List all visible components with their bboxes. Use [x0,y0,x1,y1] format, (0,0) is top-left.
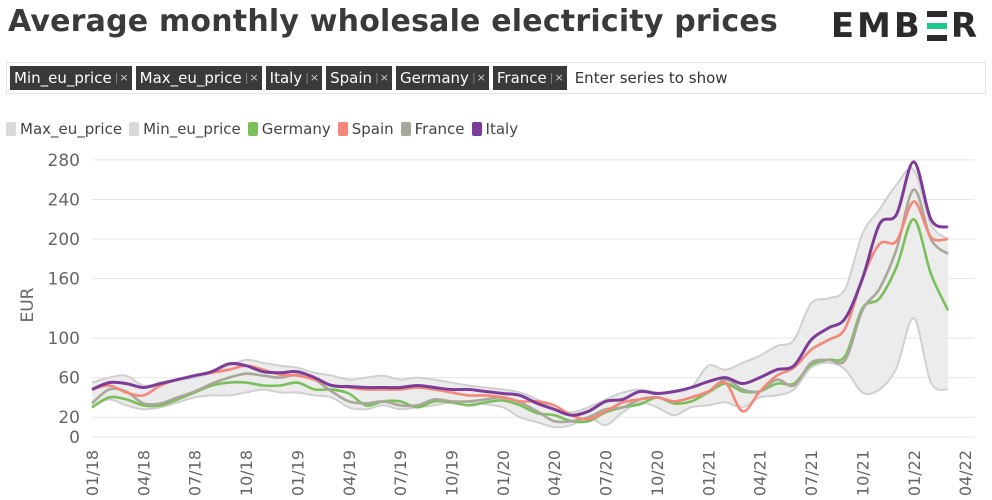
legend-swatch [471,122,482,136]
series-chip-max-eu-price[interactable]: Max_eu_price× [135,66,262,90]
series-chip-france[interactable]: France× [492,66,567,90]
legend-item-spain[interactable]: Spain [337,120,394,138]
series-chip-label: Italy [269,69,303,87]
y-tick-label: 20 [58,408,80,428]
x-tick-label: 04/18 [134,450,153,496]
series-line-germany [91,217,950,424]
y-tick-label: 60 [58,369,80,389]
legend-label: Max_eu_price [20,120,123,138]
logo-text-r: R [950,6,980,46]
series-chip-label: France [496,69,547,87]
x-tick-label: 04/21 [751,450,770,496]
legend-item-france[interactable]: France [400,120,465,138]
series-line-france [91,188,949,424]
ember-logo[interactable]: EMB R [831,6,980,46]
page-title: Average monthly wholesale electricity pr… [8,4,778,39]
x-tick-label: 01/22 [905,450,924,496]
x-tick-label: 10/21 [853,450,872,496]
eu-price-band [91,167,949,429]
series-chip-label: Germany [399,69,469,87]
chip-close-icon[interactable]: × [375,66,389,90]
grid-lines [92,159,975,438]
legend-swatch [400,122,411,136]
legend-item-min-eu-price[interactable]: Min_eu_price [129,120,241,138]
y-tick-label: 200 [48,230,80,250]
logo-e-glyph [926,11,947,41]
legend-label: Italy [485,120,519,138]
x-tick-label: 07/20 [597,450,616,496]
x-tick-label: 04/19 [340,450,359,496]
series-line-min-eu-price [91,317,949,429]
chip-close-icon[interactable]: × [115,66,128,90]
chart-legend: Max_eu_price Min_eu_price Germany Spain Fran… [6,120,525,138]
series-line-max-eu-price [91,167,949,414]
legend-swatch [247,122,258,136]
series-line-spain [91,200,949,421]
logo-text-em: EMB [830,6,923,46]
chip-close-icon[interactable]: × [550,66,563,90]
legend-swatch [337,122,348,136]
legend-label: Germany [261,120,331,138]
series-chip-list: Min_eu_price×Max_eu_price×Italy×Spain×Ge… [10,66,571,90]
series-lines [91,160,950,424]
legend-item-max-eu-price[interactable]: Max_eu_price [6,120,122,138]
y-tick-label: 0 [69,428,80,448]
series-line-italy [91,160,949,417]
series-chip-germany[interactable]: Germany× [395,66,489,90]
series-chip-italy[interactable]: Italy× [265,66,323,90]
x-tick-label: 04/20 [545,450,564,496]
y-axis: 020 60 100 160 200 240 280 [48,151,80,448]
x-tick-label: 01/18 [83,450,102,496]
legend-swatch [6,122,16,136]
eu-price-range-area [92,168,948,428]
series-chip-label: Min_eu_price [14,69,112,87]
chip-close-icon[interactable]: × [472,66,486,90]
legend-item-germany[interactable]: Germany [247,120,331,138]
x-tick-label: 10/19 [443,450,462,496]
legend-label: Spain [351,120,394,138]
x-tick-label: 01/20 [494,450,513,496]
x-axis: 01/18 04/18 07/18 10/18 01/19 04/19 07/19 10/19… [83,450,975,496]
series-chip-min-eu-price[interactable]: Min_eu_price× [10,66,132,90]
x-tick-label: 04/22 [956,450,975,496]
x-tick-label: 07/21 [802,450,821,496]
y-tick-label: 160 [48,270,80,290]
series-chip-label: Spain [330,69,373,87]
legend-item-italy[interactable]: Italy [471,120,519,138]
x-tick-label: 07/19 [391,450,410,496]
series-search-input[interactable] [572,68,877,88]
series-selector[interactable]: Min_eu_price×Max_eu_price×Italy×Spain×Ge… [6,62,986,94]
y-tick-label: 280 [48,151,80,171]
y-axis-label: EUR [18,287,38,322]
x-tick-label: 01/21 [699,450,718,496]
x-tick-label: 10/18 [237,450,256,496]
x-tick-label: 10/20 [648,450,667,496]
y-tick-label: 100 [48,329,80,349]
legend-swatch [129,122,140,136]
chip-close-icon[interactable]: × [245,66,258,90]
series-chip-label: Max_eu_price [139,69,242,87]
chip-close-icon[interactable]: × [305,66,319,90]
x-tick-label: 07/18 [186,450,205,496]
legend-label: Min_eu_price [143,120,241,138]
x-tick-label: 01/19 [288,450,307,496]
y-tick-label: 240 [48,190,80,210]
series-chip-spain[interactable]: Spain× [326,66,392,90]
legend-label: France [414,120,465,138]
